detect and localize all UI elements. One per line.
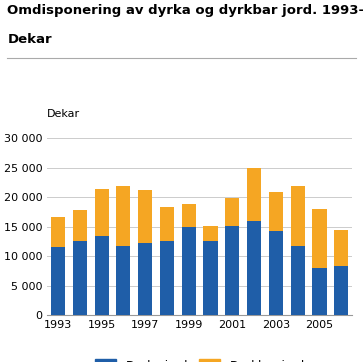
Bar (160, 241, 174, 315)
Text: Omdisponering av dyrka og dyrkbar jord. 1993-2006.: Omdisponering av dyrka og dyrkbar jord. … (7, 4, 363, 17)
Bar (116, 246, 131, 315)
Bar (334, 266, 348, 315)
Bar (247, 221, 261, 315)
Bar (334, 230, 348, 266)
Bar (116, 186, 131, 246)
Bar (182, 204, 196, 227)
Bar (51, 247, 65, 315)
Bar (290, 185, 305, 246)
Text: Dekar: Dekar (7, 33, 52, 46)
Bar (94, 236, 109, 315)
Bar (225, 198, 240, 226)
Bar (138, 190, 152, 243)
Legend: Dyrka jord, Dyrkbar jord: Dyrka jord, Dyrkbar jord (90, 355, 309, 362)
Bar (269, 231, 283, 315)
Bar (313, 269, 327, 315)
Bar (138, 243, 152, 315)
Bar (73, 210, 87, 241)
Bar (247, 168, 261, 221)
Bar (204, 226, 218, 241)
Bar (204, 241, 218, 315)
Bar (290, 246, 305, 315)
Bar (73, 241, 87, 315)
Bar (225, 226, 240, 315)
Bar (160, 207, 174, 241)
Text: Dekar: Dekar (47, 109, 80, 119)
Bar (51, 217, 65, 247)
Bar (313, 209, 327, 269)
Bar (269, 192, 283, 231)
Bar (94, 189, 109, 236)
Bar (182, 227, 196, 315)
